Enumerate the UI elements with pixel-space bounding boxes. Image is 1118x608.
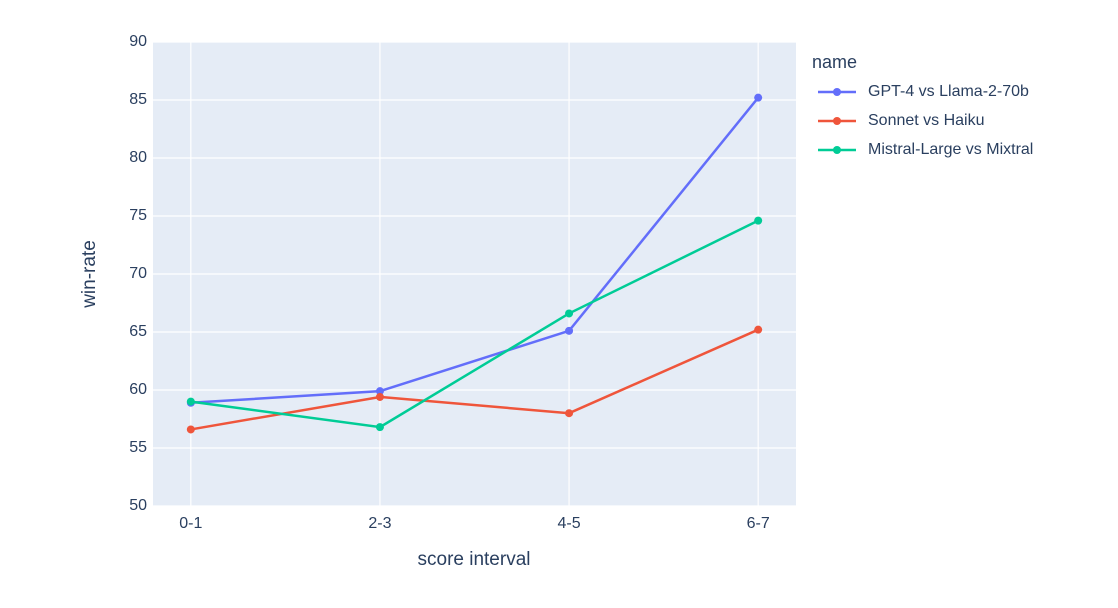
data-point bbox=[565, 309, 574, 318]
legend-label: GPT-4 vs Llama-2-70b bbox=[868, 83, 1029, 100]
data-point bbox=[754, 325, 763, 334]
y-tick-label: 65 bbox=[129, 323, 147, 340]
x-tick-label: 4-5 bbox=[557, 515, 580, 532]
y-axis-title: win-rate bbox=[79, 240, 100, 309]
x-tick-label: 2-3 bbox=[368, 515, 391, 532]
series-line bbox=[190, 219, 759, 429]
y-tick-label: 55 bbox=[129, 439, 147, 456]
legend-label: Sonnet vs Haiku bbox=[868, 112, 985, 129]
x-tick-label: 6-7 bbox=[747, 515, 770, 532]
data-point bbox=[375, 423, 384, 432]
y-tick-label: 85 bbox=[129, 91, 147, 108]
data-point bbox=[375, 392, 384, 401]
data-point bbox=[565, 326, 574, 335]
y-tick-label: 60 bbox=[129, 381, 147, 398]
y-tick-label: 50 bbox=[129, 497, 147, 514]
data-point bbox=[375, 387, 384, 396]
data-point bbox=[754, 93, 763, 102]
data-point bbox=[186, 397, 195, 406]
series-line bbox=[190, 96, 760, 405]
x-axis-title: score interval bbox=[418, 549, 531, 570]
legend-marker bbox=[833, 117, 841, 125]
legend-label: Mistral-Large vs Mixtral bbox=[868, 141, 1033, 158]
y-tick-label: 75 bbox=[129, 207, 147, 224]
data-point bbox=[186, 425, 195, 434]
x-tick-label: 0-1 bbox=[179, 515, 202, 532]
data-point bbox=[565, 409, 574, 418]
legend-title: name bbox=[812, 52, 857, 72]
legend-marker bbox=[833, 146, 841, 154]
y-tick-label: 80 bbox=[129, 149, 147, 166]
y-tick-label: 90 bbox=[129, 33, 147, 50]
data-point bbox=[754, 216, 763, 225]
y-tick-label: 70 bbox=[129, 265, 147, 282]
legend-marker bbox=[833, 88, 841, 96]
